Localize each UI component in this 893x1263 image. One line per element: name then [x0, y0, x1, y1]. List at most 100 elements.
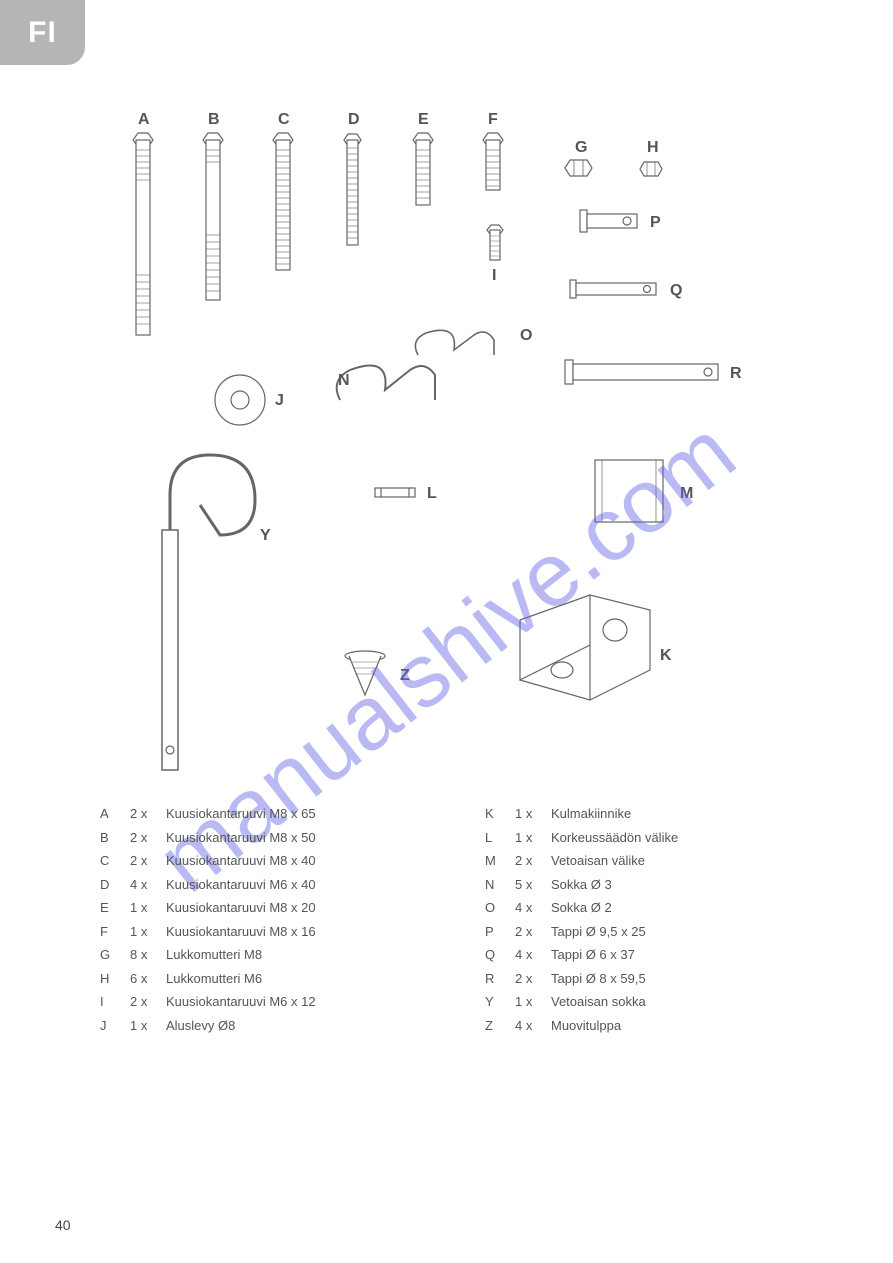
parts-letter: N [485, 877, 515, 892]
bolt-a-icon [133, 133, 153, 335]
label-r: R [730, 365, 742, 382]
parts-name: Kulmakiinnike [551, 806, 780, 821]
parts-qty: 2 x [130, 994, 166, 1009]
parts-letter: K [485, 806, 515, 821]
label-n: N [338, 372, 350, 389]
pin-q-icon [570, 280, 656, 298]
parts-qty: 1 x [515, 806, 551, 821]
clip-n-icon [337, 366, 435, 401]
parts-name: Kuusiokantaruuvi M8 x 20 [166, 900, 395, 915]
parts-qty: 4 x [515, 947, 551, 962]
parts-name: Vetoaisan välike [551, 853, 780, 868]
parts-row: Z4 xMuovitulppa [485, 1018, 780, 1033]
label-l: L [427, 485, 437, 502]
parts-table: A2 xKuusiokantaruuvi M8 x 65B2 xKuusioka… [100, 806, 780, 1041]
parts-qty: 2 x [515, 853, 551, 868]
parts-row: H6 xLukkomutteri M6 [100, 971, 395, 986]
parts-qty: 1 x [515, 994, 551, 1009]
label-e: E [418, 111, 429, 128]
parts-row: N5 xSokka Ø 3 [485, 877, 780, 892]
bolt-b-icon [203, 133, 223, 300]
parts-letter: L [485, 830, 515, 845]
parts-row: Y1 xVetoaisan sokka [485, 994, 780, 1009]
parts-name: Tappi Ø 9,5 x 25 [551, 924, 780, 939]
parts-letter: P [485, 924, 515, 939]
parts-qty: 2 x [130, 806, 166, 821]
label-b: B [208, 111, 220, 128]
parts-name: Kuusiokantaruuvi M8 x 50 [166, 830, 395, 845]
parts-qty: 2 x [130, 853, 166, 868]
parts-row: K1 xKulmakiinnike [485, 806, 780, 821]
bracket-k-icon [520, 595, 650, 700]
parts-row: P2 xTappi Ø 9,5 x 25 [485, 924, 780, 939]
parts-name: Sokka Ø 2 [551, 900, 780, 915]
parts-letter: H [100, 971, 130, 986]
parts-row: R2 xTappi Ø 8 x 59,5 [485, 971, 780, 986]
parts-letter: J [100, 1018, 130, 1033]
parts-row: J1 xAluslevy Ø8 [100, 1018, 395, 1033]
parts-row: C2 xKuusiokantaruuvi M8 x 40 [100, 853, 395, 868]
label-h: H [647, 139, 659, 156]
parts-qty: 1 x [130, 924, 166, 939]
bolt-e-icon [413, 133, 433, 205]
pin-p-icon [580, 210, 637, 232]
parts-column-right: K1 xKulmakiinnikeL1 xKorkeussäädön välik… [485, 806, 780, 1041]
label-o: O [520, 327, 532, 344]
hitch-pin-y-icon [162, 455, 255, 770]
pin-r-icon [565, 360, 718, 384]
label-i: I [492, 267, 496, 284]
parts-letter: M [485, 853, 515, 868]
parts-letter: Q [485, 947, 515, 962]
parts-name: Tappi Ø 8 x 59,5 [551, 971, 780, 986]
label-m: M [680, 485, 693, 502]
parts-letter: G [100, 947, 130, 962]
label-k: K [660, 647, 672, 664]
parts-name: Kuusiokantaruuvi M8 x 40 [166, 853, 395, 868]
parts-letter: Z [485, 1018, 515, 1033]
parts-letter: D [100, 877, 130, 892]
parts-diagram: A B C D E F G H I J K L M N O P Q R Y Z [130, 110, 770, 790]
label-f: F [488, 111, 498, 128]
parts-qty: 2 x [130, 830, 166, 845]
parts-row: I2 xKuusiokantaruuvi M6 x 12 [100, 994, 395, 1009]
parts-qty: 2 x [515, 971, 551, 986]
parts-letter: E [100, 900, 130, 915]
language-tab: FI [0, 0, 85, 65]
label-a: A [138, 111, 150, 128]
parts-qty: 4 x [515, 900, 551, 915]
parts-row: M2 xVetoaisan välike [485, 853, 780, 868]
washer-j-icon [215, 375, 265, 425]
label-d: D [348, 111, 360, 128]
parts-name: Kuusiokantaruuvi M8 x 16 [166, 924, 395, 939]
parts-qty: 5 x [515, 877, 551, 892]
label-p: P [650, 214, 661, 231]
parts-name: Sokka Ø 3 [551, 877, 780, 892]
parts-name: Kuusiokantaruuvi M6 x 12 [166, 994, 395, 1009]
parts-name: Vetoaisan sokka [551, 994, 780, 1009]
parts-name: Lukkomutteri M6 [166, 971, 395, 986]
parts-row: D4 xKuusiokantaruuvi M6 x 40 [100, 877, 395, 892]
parts-name: Lukkomutteri M8 [166, 947, 395, 962]
label-g: G [575, 139, 587, 156]
label-c: C [278, 111, 290, 128]
parts-letter: C [100, 853, 130, 868]
spacer-l-icon [375, 488, 415, 497]
label-j: J [275, 392, 284, 409]
parts-letter: F [100, 924, 130, 939]
label-q: Q [670, 282, 682, 299]
parts-letter: A [100, 806, 130, 821]
bolt-d-icon [344, 134, 361, 245]
parts-letter: O [485, 900, 515, 915]
bolt-i-icon [487, 225, 503, 260]
label-y: Y [260, 527, 271, 544]
clip-o-icon [415, 330, 494, 355]
parts-row: L1 xKorkeussäädön välike [485, 830, 780, 845]
parts-letter: Y [485, 994, 515, 1009]
parts-name: Kuusiokantaruuvi M8 x 65 [166, 806, 395, 821]
block-m-icon [595, 460, 663, 522]
parts-row: F1 xKuusiokantaruuvi M8 x 16 [100, 924, 395, 939]
parts-row: E1 xKuusiokantaruuvi M8 x 20 [100, 900, 395, 915]
parts-qty: 6 x [130, 971, 166, 986]
parts-qty: 8 x [130, 947, 166, 962]
parts-letter: R [485, 971, 515, 986]
